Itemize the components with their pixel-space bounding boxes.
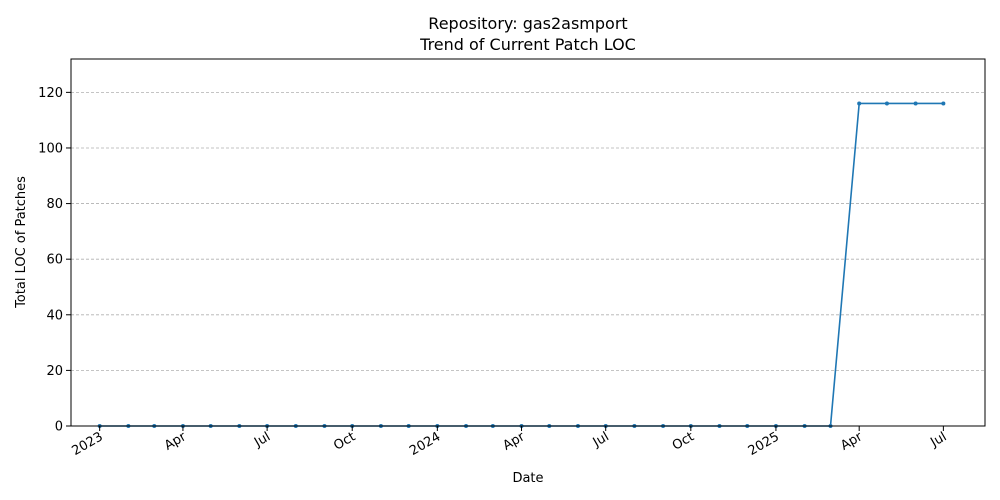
data-point [941,101,946,106]
chart-title: Repository: gas2asmport [428,14,627,33]
plot-area-frame [70,58,986,427]
x-tick-label: Jul [251,429,273,450]
y-tick-label: 40 [46,308,63,323]
x-tick-label: Jul [927,429,949,450]
chart-subtitle: Trend of Current Patch LOC [419,35,636,54]
x-axis-label: Date [512,471,543,486]
data-point [857,101,862,106]
y-tick-label: 0 [55,420,63,435]
y-tick-label: 100 [38,141,63,156]
data-point [913,101,918,106]
data-point [884,101,889,106]
gridlines [71,91,985,427]
y-axis: 0 20 40 60 80 100 120 [38,86,71,435]
y-axis-label: Total LOC of Patches [14,176,29,309]
y-tick-label: 60 [46,253,63,268]
y-tick-label: 120 [38,86,63,101]
x-tick-label: Jul [590,429,612,450]
y-tick-label: 80 [46,197,63,212]
y-tick-label: 20 [46,364,63,379]
